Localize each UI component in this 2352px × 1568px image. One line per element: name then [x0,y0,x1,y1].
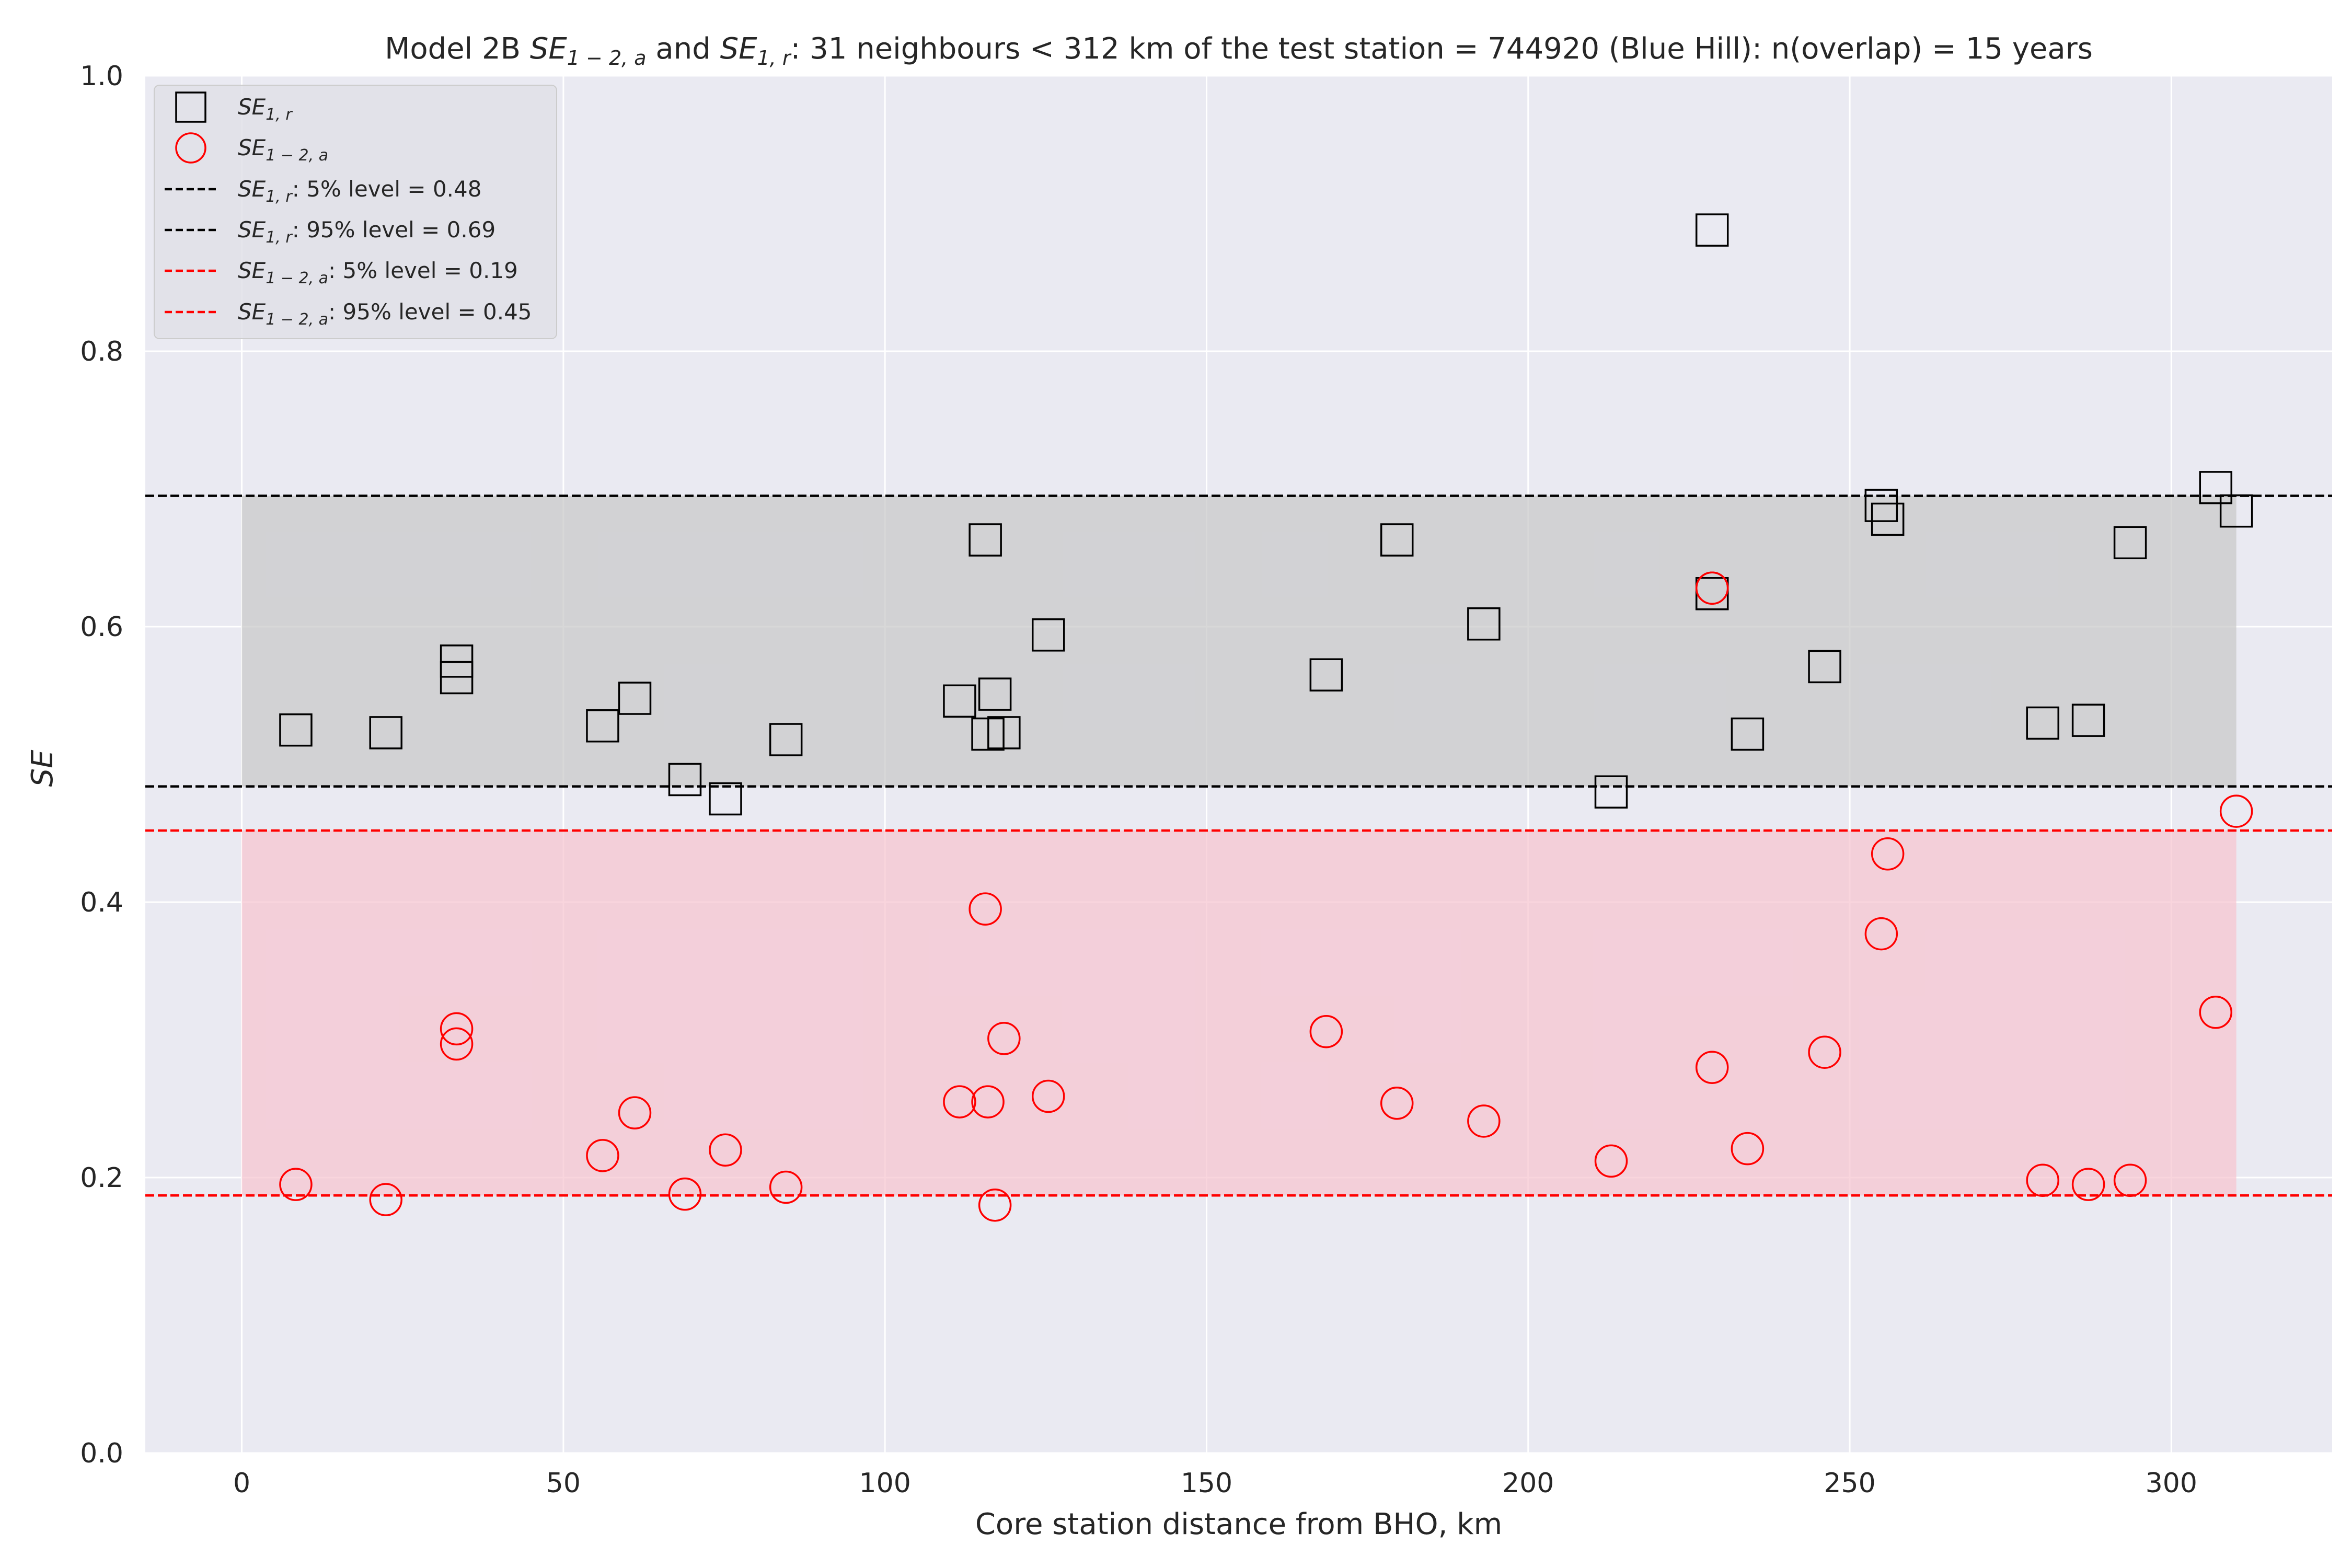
x-tick-label: 300 [2146,1468,2197,1499]
se-r-point [769,723,803,756]
se-r-point [369,716,402,750]
legend: SE1, r SE1 − 2, a SE1, r: 5% level = 0.48 S… [154,85,557,339]
se-a-point [1380,1086,1414,1120]
se-r-point [1695,213,1729,247]
se-a-point [1695,571,1729,605]
legend-box [154,85,557,339]
se-r-point [1309,658,1343,691]
se-a-point [769,1170,803,1204]
se-r-point [1031,618,1065,652]
se-r-point [1380,523,1414,557]
se-r-band [241,495,2236,787]
se-a-point [1695,1051,1729,1084]
se-r-point [978,677,1012,711]
se-a-point [1731,1132,1765,1166]
se-r-point [440,661,474,695]
se-r-point [1808,650,1841,684]
se-a-point [971,1085,1005,1119]
legend-label: SE1 − 2, a: 5% level = 0.19 [238,258,518,287]
se-r-point [1731,717,1765,751]
se-a-point [2026,1163,2059,1197]
se-a-point [369,1183,402,1216]
se-r-point [1871,502,1905,536]
se-r-point [1695,577,1729,610]
se-a-point [987,1022,1021,1055]
x-axis-label: Core station distance from BHO, km [975,1507,1502,1541]
y-tick-label: 0.8 [80,336,123,367]
se-a-point [1031,1079,1065,1113]
legend-circle-marker [175,132,206,164]
se-a-point [2219,794,2253,828]
se-a-point [1808,1035,1841,1069]
se-a-point [1594,1144,1628,1178]
se-r-point [618,682,652,715]
x-tick-label: 50 [546,1468,581,1499]
se-r-point [709,782,742,816]
se-r-point [2199,471,2233,504]
chart-title: Model 2B SE1 − 2, a and SE1, r: 31 neigh… [385,32,2093,70]
se-r-point [279,713,313,747]
legend-label: SE1 − 2, a: 95% level = 0.45 [238,299,532,329]
se-a-point [586,1139,619,1172]
se-r-point [943,684,976,718]
se-r-point [1467,607,1501,641]
se-r-point [2071,704,2105,737]
se-r-point [1864,489,1898,522]
x-tick-label: 150 [1181,1468,1232,1499]
y-tick-label: 0.6 [80,612,123,643]
se-a-point [978,1188,1012,1222]
x-tick-label: 0 [233,1468,250,1499]
se-r-point [2219,494,2253,528]
se-a-point [709,1133,742,1167]
x-tick-label: 100 [859,1468,911,1499]
se-r-point [668,763,702,797]
se-a-point [1871,837,1905,871]
se-a-point [1309,1014,1343,1048]
legend-square-marker [175,91,206,123]
se-a-point [943,1085,976,1119]
y-tick-label: 0.0 [80,1438,123,1469]
y-tick-label: 0.2 [80,1162,123,1194]
x-tick-label: 200 [1502,1468,1554,1499]
y-axis-label: SE [26,750,60,787]
legend-label: SE1, r: 5% level = 0.48 [238,176,481,206]
x-tick-label: 250 [1824,1468,1875,1499]
se-r-point [1594,775,1628,809]
se-a-band [241,830,2236,1196]
y-tick-label: 1.0 [80,61,123,92]
se-a-point [1864,917,1898,951]
se-a-point [440,1012,474,1046]
se-r-point [987,716,1021,750]
y-tick-label: 0.4 [80,887,123,918]
legend-label: SE1, r [238,94,293,124]
se-a-point [1467,1104,1501,1138]
se-a-point [2113,1163,2147,1197]
legend-label: SE1, r: 95% level = 0.69 [238,217,495,247]
se-r-point [2113,526,2147,560]
se-r-point [2026,706,2059,740]
se-a-point [668,1177,702,1211]
se-a-point [969,892,1002,926]
se-a-point [440,1027,474,1061]
se-r-point [969,523,1002,557]
se-r-point [586,709,619,743]
se-a-point [618,1096,652,1129]
se-a-point [2199,996,2233,1029]
se-a-point [279,1168,313,1201]
se-a-point [2071,1168,2105,1201]
legend-label: SE1 − 2, a [238,135,328,165]
